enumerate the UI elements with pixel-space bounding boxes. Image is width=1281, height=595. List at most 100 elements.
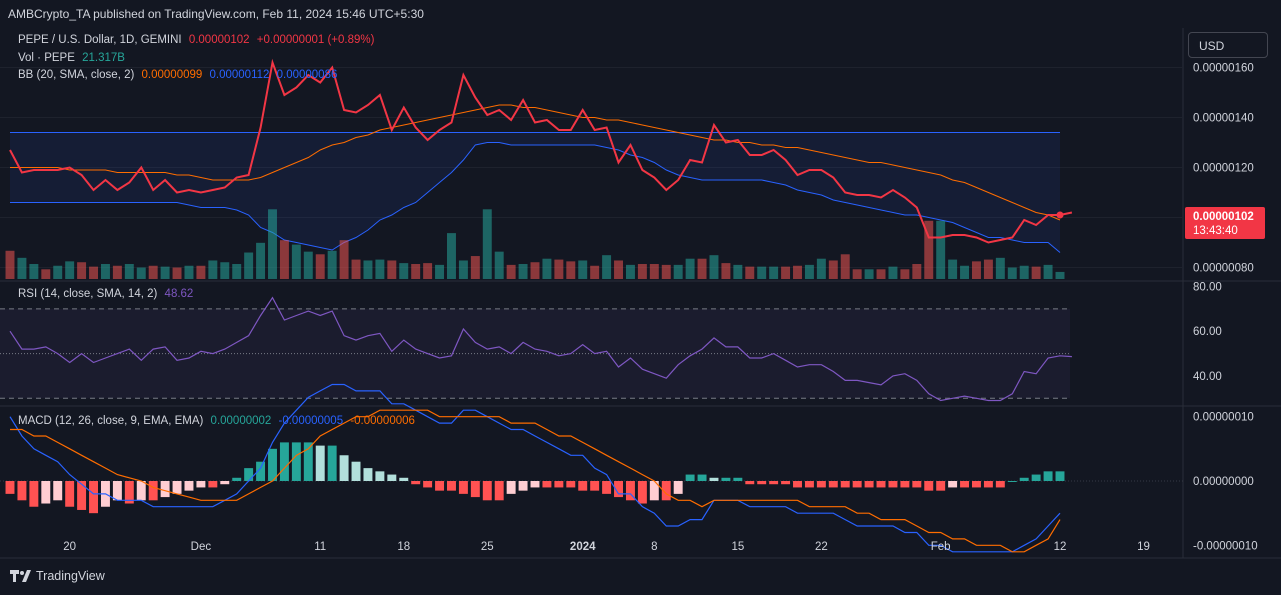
macd-histogram-bar bbox=[924, 481, 934, 491]
macd-histogram-bar bbox=[781, 481, 791, 485]
volume-bar bbox=[399, 263, 409, 279]
volume-bar bbox=[852, 269, 862, 279]
tradingview-logo-icon bbox=[10, 570, 31, 582]
macd-histogram-bar bbox=[351, 461, 361, 481]
volume-bar bbox=[804, 264, 814, 279]
macd-histogram-bar bbox=[447, 481, 456, 491]
rsi-value: 48.62 bbox=[164, 288, 194, 300]
volume-bar bbox=[363, 260, 373, 279]
bb-legend: BB (20, SMA, close, 2) 0.00000099 0.0000… bbox=[18, 69, 341, 81]
macd-histogram-bar bbox=[53, 481, 63, 501]
bb-basis-line bbox=[10, 104, 1061, 221]
macd-histogram-bar bbox=[196, 481, 206, 488]
macd-histogram-bar bbox=[960, 481, 970, 488]
volume-bar bbox=[769, 266, 779, 279]
volume-bar bbox=[291, 244, 301, 279]
time-tick-label: Dec bbox=[191, 541, 212, 553]
volume-bar bbox=[494, 251, 504, 279]
volume-bar bbox=[148, 265, 158, 279]
bb-band-fill bbox=[10, 132, 1060, 253]
time-tick-label: Feb bbox=[931, 541, 951, 553]
tradingview-brand: TradingView bbox=[36, 569, 105, 583]
volume-bar bbox=[661, 264, 671, 279]
volume-bar bbox=[840, 254, 850, 279]
macd-histogram-bar bbox=[673, 481, 683, 494]
volume-bar bbox=[554, 259, 564, 279]
volume-bar bbox=[208, 260, 218, 279]
rsi-label[interactable]: RSI (14, close, SMA, 14, 2) bbox=[18, 288, 158, 300]
macd-histogram-bar bbox=[5, 481, 15, 494]
volume-bar bbox=[673, 264, 683, 279]
rsi-tick-label: 60.00 bbox=[1193, 326, 1222, 338]
volume-bar bbox=[602, 255, 612, 279]
macd-histogram-bar bbox=[506, 481, 516, 494]
volume-bar bbox=[100, 264, 110, 279]
volume-bar bbox=[470, 256, 480, 279]
macd-histogram-bar bbox=[518, 481, 528, 491]
volume-bar bbox=[1019, 265, 1029, 279]
time-tick-label: 20 bbox=[63, 541, 76, 553]
time-tick-label: 18 bbox=[397, 541, 410, 553]
macd-histogram-bar bbox=[888, 481, 898, 488]
macd-histogram-bar bbox=[745, 481, 755, 485]
volume-bar bbox=[279, 240, 289, 279]
volume-bar bbox=[637, 264, 647, 279]
macd-histogram-bar bbox=[614, 481, 623, 498]
macd-histogram-bar bbox=[89, 481, 98, 514]
macd-line-value: -0.00000005 bbox=[278, 415, 344, 427]
macd-histogram-bar bbox=[936, 481, 946, 491]
bb-label[interactable]: BB (20, SMA, close, 2) bbox=[18, 69, 135, 81]
macd-histogram-bar bbox=[566, 481, 576, 488]
last-price: 0.00000102 bbox=[188, 34, 250, 46]
macd-histogram-bar bbox=[852, 481, 862, 488]
macd-histogram-bar bbox=[721, 477, 731, 481]
macd-histogram-bar bbox=[578, 481, 588, 491]
volume-bar bbox=[590, 265, 600, 279]
volume-bar bbox=[972, 261, 981, 279]
macd-line bbox=[9, 383, 1061, 553]
macd-histogram-bar bbox=[983, 481, 993, 488]
tradingview-logo[interactable]: TradingView bbox=[10, 569, 105, 583]
macd-histogram-bar bbox=[160, 481, 170, 498]
macd-legend: MACD (12, 26, close, 9, EMA, EMA) 0.0000… bbox=[18, 415, 419, 427]
volume-bar bbox=[268, 209, 277, 279]
volume-bar bbox=[112, 265, 122, 279]
macd-histogram-bar bbox=[411, 481, 421, 485]
macd-histogram-bar bbox=[256, 461, 266, 481]
volume-bar bbox=[41, 269, 51, 279]
price-tick-label: 0.00000140 bbox=[1193, 113, 1254, 125]
currency-button[interactable]: USD bbox=[1188, 32, 1268, 58]
macd-histogram-bar bbox=[709, 477, 719, 481]
volume-bar bbox=[303, 251, 313, 279]
symbol-label[interactable]: PEPE / U.S. Dollar, 1D, GEMINI bbox=[18, 34, 182, 46]
time-tick-label: 8 bbox=[651, 541, 657, 553]
volume-label[interactable]: Vol · PEPE bbox=[18, 52, 75, 64]
macd-histogram-bar bbox=[232, 477, 242, 481]
macd-histogram-bar bbox=[1055, 471, 1065, 481]
volume-bar bbox=[196, 265, 206, 279]
volume-bar bbox=[387, 260, 397, 279]
macd-histogram-bar bbox=[876, 481, 886, 488]
macd-histogram-bar bbox=[757, 481, 767, 485]
volume-bar bbox=[65, 261, 75, 279]
price-tick-label: 0.00000080 bbox=[1193, 263, 1254, 275]
volume-bar bbox=[709, 255, 719, 279]
volume-bar bbox=[5, 250, 15, 279]
macd-histogram-bar bbox=[948, 481, 958, 488]
volume-bar bbox=[184, 265, 194, 279]
macd-histogram-bar bbox=[482, 481, 492, 501]
volume-bar bbox=[1031, 266, 1041, 279]
macd-label[interactable]: MACD (12, 26, close, 9, EMA, EMA) bbox=[18, 415, 204, 427]
macd-histogram-bar bbox=[793, 481, 802, 488]
time-tick-label: 22 bbox=[815, 541, 828, 553]
volume-bar bbox=[828, 260, 838, 279]
volume-bar bbox=[172, 267, 182, 279]
macd-histogram-bar bbox=[244, 468, 254, 481]
price-tick-label: 0.00000120 bbox=[1193, 163, 1254, 175]
macd-histogram-bar bbox=[387, 474, 397, 481]
volume-bar bbox=[29, 264, 39, 279]
macd-histogram-bar bbox=[494, 481, 504, 501]
macd-histogram-bar bbox=[41, 481, 51, 504]
